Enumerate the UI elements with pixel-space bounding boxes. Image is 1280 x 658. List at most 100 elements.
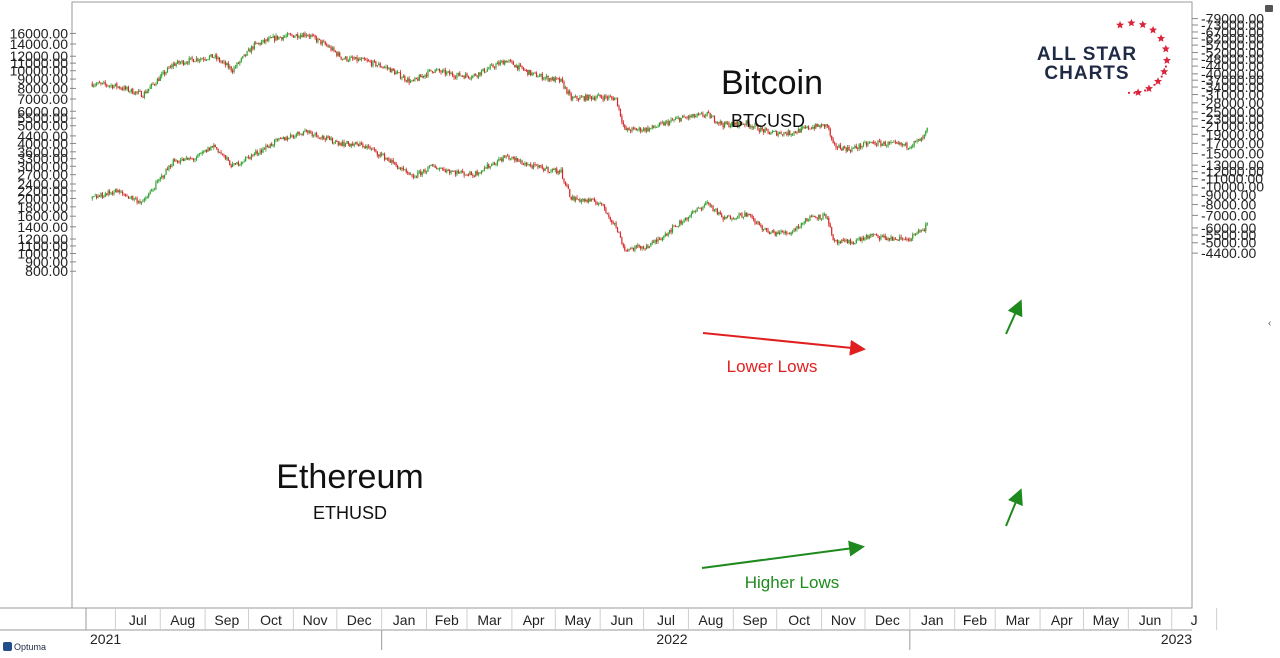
eth-candle bbox=[221, 153, 224, 156]
logo-dot-icon bbox=[1160, 75, 1163, 78]
btc-candle bbox=[336, 51, 338, 58]
btc-candle bbox=[789, 130, 791, 136]
eth-candle bbox=[287, 135, 289, 142]
eth-candle bbox=[897, 239, 899, 241]
btc-candle bbox=[200, 57, 202, 62]
eth-candle bbox=[111, 190, 114, 196]
btc-candle bbox=[586, 93, 588, 101]
btc-candle bbox=[382, 66, 384, 69]
btc-candle bbox=[123, 85, 125, 92]
right-axis-tick-label: -7000.00 bbox=[1201, 207, 1256, 223]
lock-icon[interactable] bbox=[1265, 5, 1273, 12]
btc-candle bbox=[570, 92, 572, 102]
btc-candle bbox=[677, 115, 679, 120]
btc-candle bbox=[411, 79, 413, 82]
eth-candle bbox=[805, 217, 807, 224]
eth-candle bbox=[806, 218, 808, 222]
collapse-arrow-icon[interactable]: ‹ bbox=[1268, 318, 1271, 329]
eth-candle bbox=[612, 220, 614, 225]
eth-candle bbox=[395, 161, 397, 168]
eth-candle bbox=[650, 242, 652, 247]
eth-candle bbox=[230, 163, 232, 169]
eth-candle bbox=[735, 217, 737, 221]
btc-candle bbox=[708, 110, 710, 114]
btc-candle bbox=[572, 95, 574, 102]
left-axis-tick-label: 800.00 bbox=[25, 263, 68, 279]
right-axis: -79000.00-73000.00-67000.00-62000.00-570… bbox=[1192, 11, 1264, 261]
eth-candle bbox=[865, 233, 868, 240]
eth-candle bbox=[237, 160, 240, 167]
btc-candle bbox=[598, 92, 600, 96]
eth-candle bbox=[541, 163, 543, 170]
eth-candle bbox=[149, 189, 151, 195]
eth-candle bbox=[247, 154, 250, 160]
right-axis-tick-label: -48000.00 bbox=[1201, 51, 1264, 67]
btc-candle bbox=[916, 138, 918, 144]
eth-candle bbox=[119, 188, 121, 195]
eth-candle bbox=[765, 227, 768, 232]
btc-candle bbox=[841, 147, 843, 152]
eth-candle bbox=[724, 215, 726, 220]
eth-candle bbox=[236, 161, 238, 165]
btc-candle bbox=[185, 61, 187, 65]
eth-candle bbox=[624, 244, 626, 252]
eth-candle bbox=[878, 236, 881, 242]
eth-candle bbox=[95, 194, 98, 200]
eth-candle bbox=[372, 147, 374, 150]
eth-candle bbox=[463, 171, 465, 178]
btc-candle bbox=[768, 131, 771, 135]
eth-candle bbox=[512, 156, 514, 160]
eth-candle bbox=[441, 167, 444, 171]
btc-candle bbox=[686, 116, 688, 120]
eth-candle bbox=[786, 231, 788, 236]
btc-candle bbox=[190, 57, 192, 60]
eth-candle bbox=[628, 248, 630, 252]
eth-candle bbox=[146, 195, 148, 199]
btc-candle bbox=[135, 91, 137, 96]
btc-candle bbox=[161, 71, 163, 79]
eth-candle bbox=[880, 234, 882, 241]
btc-candle bbox=[511, 59, 513, 64]
btc-candles bbox=[91, 31, 928, 154]
eth-candle bbox=[188, 157, 190, 161]
eth-candle bbox=[396, 164, 399, 170]
eth-candle bbox=[907, 237, 909, 242]
eth-candle bbox=[489, 165, 491, 170]
all-star-charts-logo: ALL STAR CHARTS bbox=[1037, 18, 1171, 96]
btc-candle bbox=[420, 73, 422, 78]
btc-candle bbox=[488, 66, 490, 70]
btc-candle bbox=[550, 77, 552, 82]
btc-candle bbox=[475, 73, 477, 77]
eth-candle bbox=[350, 143, 352, 149]
time-axis: Jul Aug Sep Oct Nov Dec Jan Feb Mar Apr May Jun Jul A… bbox=[0, 607, 1218, 650]
eth-candle bbox=[408, 172, 410, 176]
btc-candle bbox=[844, 145, 846, 149]
right-axis-tick-label: -12000.00 bbox=[1201, 164, 1264, 180]
btc-candle bbox=[178, 60, 180, 65]
btc-candle bbox=[142, 95, 144, 99]
btc-candle bbox=[525, 69, 527, 73]
btc-candle bbox=[757, 124, 759, 131]
btc-candle bbox=[909, 146, 911, 150]
eth-candle bbox=[653, 239, 655, 244]
btc-candle bbox=[417, 76, 419, 82]
right-axis-tick-label: -25000.00 bbox=[1201, 104, 1264, 120]
btc-candle bbox=[291, 33, 293, 37]
btc-candle bbox=[479, 72, 481, 77]
eth-candle bbox=[318, 137, 321, 140]
eth-candle bbox=[394, 161, 396, 166]
eth-candles bbox=[91, 128, 928, 253]
btc-candle bbox=[446, 70, 448, 76]
eth-candle bbox=[93, 196, 95, 198]
eth-candle bbox=[792, 229, 794, 235]
left-axis-tick-label: 2200.00 bbox=[17, 183, 68, 199]
btc-candle bbox=[799, 128, 801, 134]
eth-candle bbox=[561, 167, 564, 180]
eth-candle bbox=[640, 245, 642, 251]
btc-candle bbox=[893, 140, 895, 143]
btc-candle bbox=[234, 64, 237, 69]
eth-candle bbox=[726, 215, 729, 219]
btc-candle bbox=[778, 131, 781, 135]
btc-candle bbox=[255, 40, 257, 45]
eth-candle bbox=[467, 173, 470, 177]
